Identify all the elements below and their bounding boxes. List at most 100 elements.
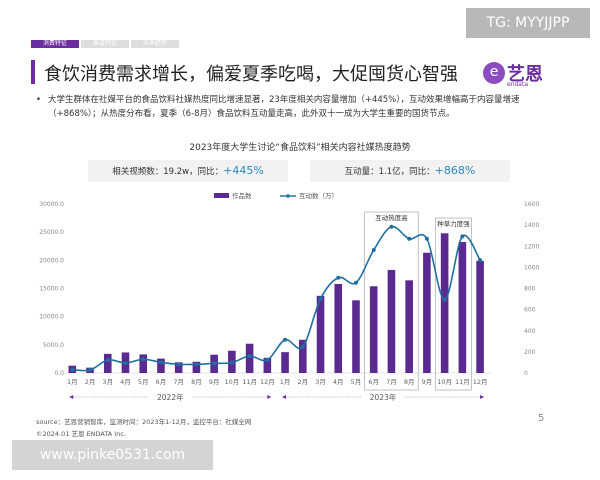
kpi-interactions: 互动量：1.1亿，同比：+868%	[310, 160, 510, 182]
x-tick-label: 11月	[242, 378, 257, 386]
x-tick-label: 2月	[85, 378, 96, 386]
right-axis-tick: 1400	[524, 222, 539, 229]
kpi-videos-label: 相关视频数：19.2w，同比：	[112, 167, 224, 177]
endata-logo: e 艺恩 endata	[483, 60, 549, 88]
x-tick-label: 3月	[315, 378, 326, 386]
summary-bullet: • 大学生群体在社媒平台的食品饮料社媒热度同比增速显著，23年度相关内容量增加（…	[36, 93, 563, 121]
line-point	[265, 358, 270, 363]
logo-en: endata	[507, 81, 529, 88]
line-point	[283, 337, 288, 342]
x-tick-label: 2月	[297, 378, 308, 386]
line-point	[407, 236, 412, 241]
line-point	[229, 360, 234, 365]
bar-作品数	[369, 286, 378, 373]
bar-作品数	[334, 283, 343, 373]
x-tick-label: 8月	[191, 378, 202, 386]
right-axis-tick: 400	[524, 328, 536, 335]
right-axis-tick: 0	[524, 370, 528, 377]
line-point	[158, 360, 163, 365]
bar-作品数	[263, 357, 272, 373]
source-note: source：艺恩营销智库，监测时间：2023年1-12月，监控平台：社媒全网 …	[36, 416, 251, 440]
tab-channel[interactable]: 渠道特征	[81, 40, 129, 48]
kpi-videos: 相关视频数：19.2w，同比：+445%	[88, 160, 288, 182]
x-tick-label: 9月	[422, 378, 433, 386]
left-axis-tick: 30000.0	[39, 201, 64, 208]
bar-作品数	[103, 353, 112, 373]
x-tick-label: 4月	[120, 378, 131, 386]
bar-作品数	[440, 233, 449, 373]
bar-作品数	[476, 260, 484, 373]
x-tick-label: 8月	[404, 378, 415, 386]
line-互动数（万）	[72, 225, 481, 372]
bar-作品数	[298, 339, 307, 373]
line-point	[424, 236, 429, 241]
bar-作品数	[245, 343, 254, 373]
source-text: source：艺恩营销智库，监测时间：2023年1-12月，监控平台：社媒全网	[36, 418, 252, 426]
logo-e-icon: e	[483, 62, 505, 84]
left-axis-tick: 0.0	[54, 370, 64, 377]
x-tick-label: 7月	[173, 378, 184, 386]
line-point	[478, 258, 483, 263]
tab-consumption[interactable]: 消费特征	[31, 40, 79, 48]
line-point	[371, 248, 376, 253]
page-number: 5	[538, 413, 545, 424]
kpi-interactions-label: 互动量：1.1亿，同比：	[344, 167, 435, 177]
annotation-box	[364, 211, 419, 391]
x-tick-label: 9月	[209, 378, 220, 386]
tab-trend[interactable]: 未来趋势	[131, 40, 179, 48]
line-point	[389, 224, 394, 229]
right-axis-tick: 800	[524, 286, 536, 293]
line-point	[300, 344, 305, 349]
line-point	[70, 367, 75, 372]
x-tick-label: 6月	[368, 378, 379, 386]
x-tick-label: 10月	[437, 378, 452, 386]
annotation-label: 种草力度强	[437, 219, 470, 228]
bar-作品数	[423, 252, 431, 373]
line-point	[194, 362, 199, 367]
line-point	[442, 297, 447, 302]
bullet-dot: •	[36, 95, 42, 105]
x-tick-label: 5月	[138, 378, 149, 386]
x-tick-label: 3月	[102, 378, 113, 386]
bar-作品数	[157, 358, 165, 373]
line-point	[212, 361, 217, 366]
copyright-text: ©2024.01 艺恩 ENDATA Inc.	[36, 430, 126, 438]
x-tick-label: 7月	[386, 378, 397, 386]
logo-zh: 艺恩	[507, 64, 543, 85]
x-tick-label: 12月	[473, 378, 488, 386]
x-tick-label: 5月	[351, 378, 362, 386]
kpi-videos-value: +445%	[223, 164, 264, 177]
right-axis-tick: 200	[524, 349, 536, 356]
right-axis-tick: 1600	[524, 201, 539, 208]
line-point	[105, 358, 110, 363]
x-tick-label: 12月	[260, 378, 275, 386]
section-tabs: 消费特征 渠道特征 未来趋势	[31, 40, 181, 48]
kpi-interactions-value: +868%	[434, 164, 476, 177]
year-label: 2023年	[370, 392, 397, 402]
line-point	[123, 360, 128, 365]
right-axis-tick: 600	[524, 307, 536, 314]
bar-作品数	[174, 362, 183, 373]
x-tick-label: 10月	[224, 378, 239, 386]
line-point	[247, 353, 252, 358]
bar-作品数	[281, 352, 289, 373]
left-axis-tick: 10000.0	[39, 314, 64, 321]
line-point	[141, 357, 146, 362]
line-point	[88, 368, 93, 373]
left-axis-tick: 25000.0	[39, 229, 64, 236]
left-axis-tick: 15000.0	[39, 286, 64, 293]
annotation-box	[435, 217, 472, 391]
x-tick-label: 1月	[280, 378, 291, 386]
legend-line-marker	[286, 194, 290, 198]
x-tick-label: 6月	[156, 378, 167, 386]
right-axis-tick: 1000	[524, 264, 539, 271]
legend-bar-swatch	[214, 193, 229, 198]
x-tick-label: 1月	[67, 378, 78, 386]
title-accent-bar	[31, 60, 35, 84]
page-title: 食饮消费需求增长，偏爱夏季吃喝，大促囤货心智强	[44, 64, 458, 85]
bar-作品数	[316, 295, 325, 373]
bar-作品数	[192, 361, 201, 373]
line-point	[353, 280, 358, 285]
bar-作品数	[352, 300, 360, 373]
